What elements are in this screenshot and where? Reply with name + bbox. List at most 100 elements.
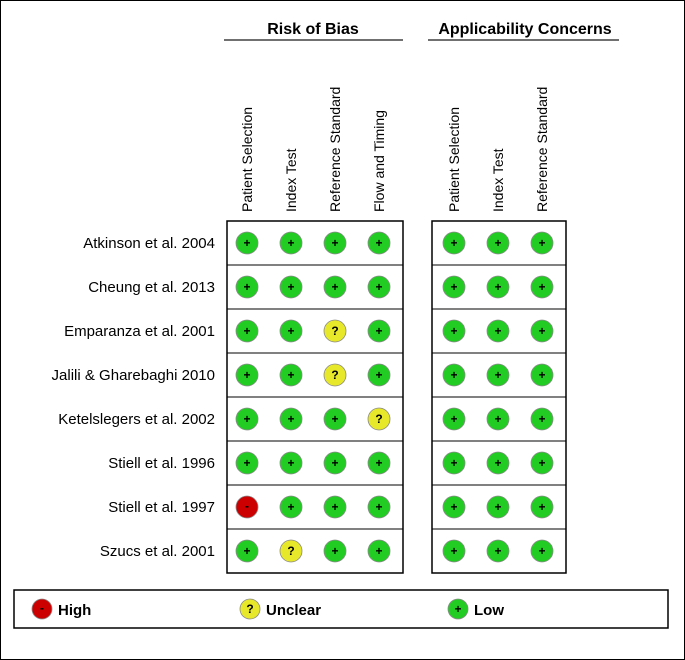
rob-cell-unclear: ? bbox=[279, 539, 303, 563]
applicability-cell-low: + bbox=[530, 407, 554, 431]
low-dot bbox=[442, 407, 466, 431]
low-dot bbox=[442, 451, 466, 475]
low-dot bbox=[323, 539, 347, 563]
rob-cell-high: - bbox=[235, 495, 259, 519]
low-dot bbox=[279, 231, 303, 255]
low-symbol: + bbox=[494, 456, 501, 470]
table-row: Jalili & Gharebaghi 2010 + +? + + + + bbox=[52, 363, 554, 387]
legend-label-high: High bbox=[58, 602, 91, 619]
rob-cell-unclear: ? bbox=[367, 407, 391, 431]
rob-cell-low: + bbox=[367, 451, 391, 475]
group-title-applicability-concerns: Applicability Concerns bbox=[438, 21, 611, 38]
low-symbol: + bbox=[450, 368, 457, 382]
table-row: Atkinson et al. 2004 + + + + + + + bbox=[83, 231, 554, 255]
table-row: Szucs et al. 2001 +? + + + + + bbox=[100, 539, 554, 563]
low-symbol: + bbox=[243, 412, 250, 426]
high-dot bbox=[31, 598, 53, 620]
column-label-index-test: Index Test bbox=[283, 148, 299, 212]
low-symbol: + bbox=[375, 500, 382, 514]
applicability-cell-low: + bbox=[442, 275, 466, 299]
legend-marker-high: - bbox=[31, 598, 53, 620]
low-symbol: + bbox=[287, 456, 294, 470]
rob-cell-low: + bbox=[235, 363, 259, 387]
table-row: Emparanza et al. 2001 + +? + + + + bbox=[64, 319, 554, 343]
rob-cell-low: + bbox=[367, 495, 391, 519]
applicability-cell-low: + bbox=[442, 231, 466, 255]
low-dot bbox=[486, 495, 510, 519]
low-symbol: + bbox=[494, 412, 501, 426]
rob-cell-low: + bbox=[367, 319, 391, 343]
rob-cell-low: + bbox=[235, 451, 259, 475]
rob-cell-low: + bbox=[323, 495, 347, 519]
low-symbol: + bbox=[287, 500, 294, 514]
column-label-patient-selection: Patient Selection bbox=[239, 107, 255, 212]
table-row: Cheung et al. 2013 + + + + + + + bbox=[88, 275, 554, 299]
unclear-symbol: ? bbox=[331, 368, 338, 382]
low-symbol: + bbox=[494, 236, 501, 250]
legend-label-unclear: Unclear bbox=[266, 602, 321, 619]
low-dot bbox=[442, 495, 466, 519]
applicability-cell-low: + bbox=[486, 539, 510, 563]
low-dot bbox=[323, 407, 347, 431]
rob-cell-low: + bbox=[279, 231, 303, 255]
low-dot bbox=[530, 231, 554, 255]
unclear-dot bbox=[323, 363, 347, 387]
low-symbol: + bbox=[243, 324, 250, 338]
low-dot bbox=[442, 539, 466, 563]
applicability-cell-low: + bbox=[530, 451, 554, 475]
unclear-dot bbox=[323, 319, 347, 343]
low-symbol: + bbox=[331, 500, 338, 514]
low-symbol: + bbox=[538, 456, 545, 470]
low-dot bbox=[442, 231, 466, 255]
rob-cell-low: + bbox=[367, 363, 391, 387]
low-symbol: + bbox=[450, 456, 457, 470]
low-dot bbox=[235, 407, 259, 431]
rob-cell-unclear: ? bbox=[323, 319, 347, 343]
applicability-cell-low: + bbox=[442, 539, 466, 563]
low-dot bbox=[323, 231, 347, 255]
low-dot bbox=[486, 363, 510, 387]
low-symbol: + bbox=[538, 236, 545, 250]
low-dot bbox=[235, 231, 259, 255]
low-symbol: + bbox=[494, 500, 501, 514]
low-symbol: + bbox=[538, 368, 545, 382]
applicability-cell-low: + bbox=[530, 231, 554, 255]
rob-cell-low: + bbox=[323, 451, 347, 475]
low-symbol: + bbox=[494, 324, 501, 338]
applicability-cell-low: + bbox=[486, 363, 510, 387]
low-dot bbox=[235, 363, 259, 387]
legend-box bbox=[13, 589, 669, 629]
low-dot bbox=[442, 275, 466, 299]
low-symbol: + bbox=[375, 456, 382, 470]
low-symbol: + bbox=[287, 324, 294, 338]
low-dot bbox=[486, 231, 510, 255]
rob-cell-low: + bbox=[235, 407, 259, 431]
rob-cell-low: + bbox=[367, 231, 391, 255]
applicability-cell-low: + bbox=[486, 451, 510, 475]
rob-cell-low: + bbox=[367, 275, 391, 299]
low-dot bbox=[367, 231, 391, 255]
unclear-symbol: ? bbox=[375, 412, 382, 426]
low-dot bbox=[367, 539, 391, 563]
unclear-symbol: ? bbox=[287, 544, 294, 558]
low-dot bbox=[367, 363, 391, 387]
low-dot bbox=[279, 451, 303, 475]
unclear-symbol: ? bbox=[246, 602, 253, 616]
low-symbol: + bbox=[331, 456, 338, 470]
applicability-cell-low: + bbox=[442, 495, 466, 519]
high-symbol: - bbox=[245, 499, 249, 513]
low-symbol: + bbox=[375, 324, 382, 338]
study-label: Ketelslegers et al. 2002 bbox=[58, 411, 215, 428]
low-dot bbox=[530, 451, 554, 475]
rob-cell-low: + bbox=[235, 539, 259, 563]
low-symbol: + bbox=[450, 544, 457, 558]
low-symbol: + bbox=[331, 280, 338, 294]
study-label: Szucs et al. 2001 bbox=[100, 543, 215, 560]
rob-cell-low: + bbox=[235, 319, 259, 343]
applicability-cell-low: + bbox=[486, 407, 510, 431]
applicability-cell-low: + bbox=[530, 319, 554, 343]
low-symbol: + bbox=[450, 500, 457, 514]
low-symbol: + bbox=[287, 412, 294, 426]
